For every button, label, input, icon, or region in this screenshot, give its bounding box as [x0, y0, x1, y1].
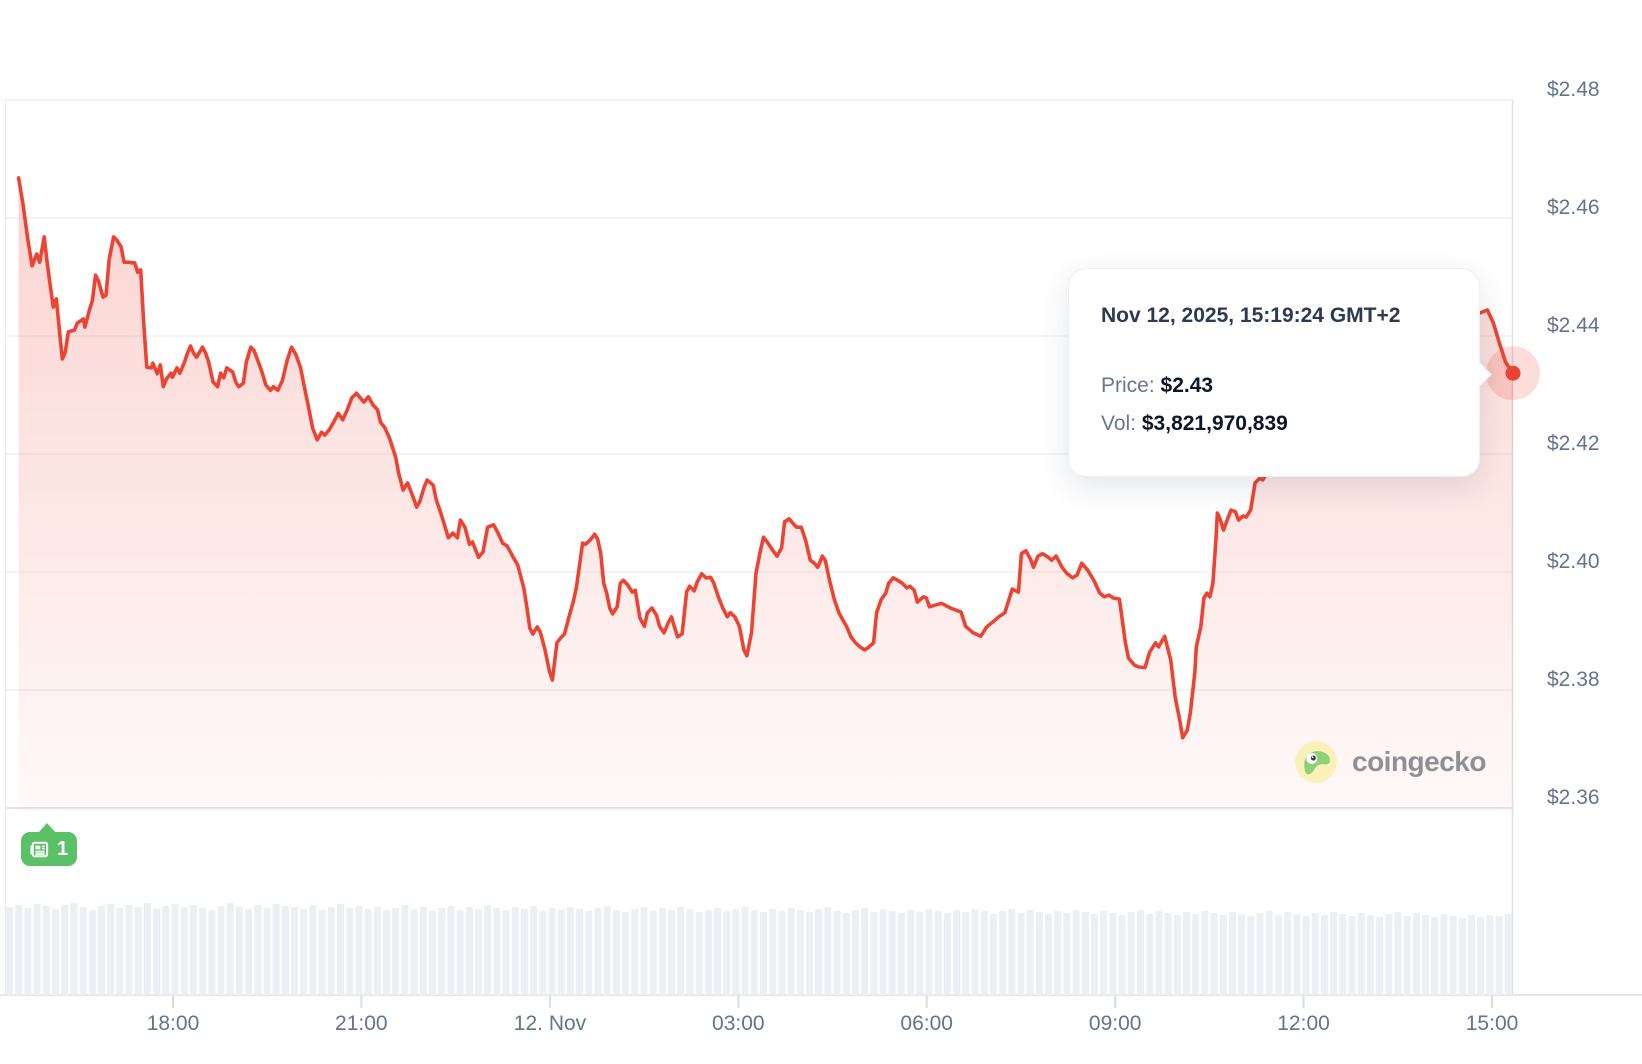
- tooltip-price-label: Price:: [1101, 374, 1155, 397]
- newspaper-icon: [30, 841, 49, 857]
- tooltip-price-value: $2.43: [1160, 374, 1214, 397]
- coingecko-watermark[interactable]: coingecko: [1294, 740, 1486, 784]
- y-axis-label: $2.44: [1547, 314, 1600, 337]
- tooltip-volume-row: Vol: $3,821,970,839: [1101, 405, 1455, 443]
- tooltip-volume-value: $3,821,970,839: [1141, 412, 1288, 435]
- y-axis-label: $2.38: [1547, 668, 1600, 691]
- news-annotation-badge[interactable]: 1: [21, 823, 77, 866]
- x-axis-label: 06:00: [900, 1012, 953, 1035]
- y-axis-label: $2.42: [1547, 432, 1600, 455]
- volume-bars: [6, 903, 1512, 995]
- y-axis-label: $2.36: [1547, 786, 1600, 809]
- x-axis-label: 18:00: [146, 1012, 200, 1035]
- coingecko-logo-icon: [1295, 741, 1337, 783]
- coingecko-wordmark: coingecko: [1352, 746, 1486, 777]
- tooltip-datetime: Nov 12, 2025, 15:19:24 GMT+2: [1101, 304, 1401, 327]
- y-axis-label: $2.48: [1547, 78, 1600, 101]
- x-axis-label: 15:00: [1465, 1012, 1519, 1035]
- y-axis-label: $2.40: [1547, 550, 1600, 573]
- news-count: 1: [56, 837, 69, 860]
- chart-tooltip: Nov 12, 2025, 15:19:24 GMT+2 Price: $2.4…: [1068, 268, 1492, 477]
- tooltip-volume-label: Vol:: [1101, 412, 1137, 435]
- price-line: [16, 176, 1515, 740]
- tooltip-price-row: Price: $2.43: [1101, 367, 1455, 405]
- y-axis-label: $2.46: [1547, 196, 1600, 219]
- price-area: [18, 177, 1514, 811]
- x-axis-label: 03:00: [712, 1012, 765, 1035]
- x-axis-label: 12. Nov: [513, 1012, 587, 1035]
- x-axis-label: 12:00: [1277, 1012, 1330, 1035]
- current-price-dot: [1505, 365, 1521, 381]
- x-axis-label: 09:00: [1088, 1012, 1142, 1035]
- x-axis-label: 21:00: [335, 1012, 388, 1035]
